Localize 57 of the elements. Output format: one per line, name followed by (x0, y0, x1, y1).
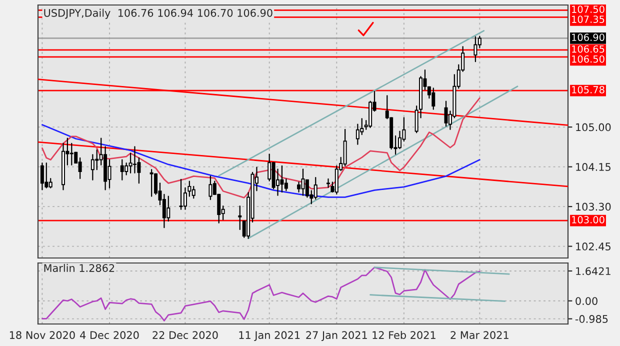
chart-title: Marlin 1.2862 (44, 264, 114, 272)
y-tick-label: 104.15 (576, 163, 610, 171)
candlestick (150, 169, 154, 197)
candlestick (356, 124, 360, 145)
line-series (42, 124, 480, 198)
y-tick-label: 105.00 (576, 123, 611, 132)
candlestick (360, 118, 364, 136)
candlestick (305, 179, 309, 198)
candlestick (297, 182, 301, 193)
candlestick (334, 165, 338, 194)
candlestick (368, 100, 372, 128)
candlestick (48, 178, 52, 188)
candlestick (40, 162, 44, 190)
x-tick-label: 22 Dec 2020 (152, 331, 218, 340)
ref-line-label: 106.50 (572, 55, 604, 63)
candlestick (166, 196, 170, 222)
ref-line-label: 106.65 (572, 45, 604, 53)
candlestick (343, 128, 347, 166)
candlestick (124, 162, 128, 176)
candlestick (208, 176, 212, 200)
y-tick-label: -0.985 (575, 315, 608, 323)
x-tick-label: 4 Dec 2020 (80, 331, 139, 340)
y-tick-label: 0.00 (576, 297, 598, 305)
line-series (42, 97, 480, 198)
candlestick (192, 186, 196, 199)
ref-line-label: 103.00 (572, 216, 604, 224)
candlestick (301, 168, 305, 196)
ref-line-label: 107.50 (572, 6, 604, 13)
candlestick (398, 130, 402, 150)
candlestick (280, 165, 284, 193)
ref-line-label: 105.78 (572, 86, 604, 94)
y-tick-label: 1.6421 (576, 267, 610, 276)
y-tick-label: 103.30 (576, 202, 611, 211)
candlestick (284, 178, 288, 192)
candlestick (95, 149, 99, 170)
chart-title: USDJPY,Daily 106.76 106.94 106.70 106.90 (44, 8, 272, 19)
candlestick (238, 206, 242, 230)
ref-line-label: 107.35 (572, 16, 604, 23)
candlestick (179, 178, 183, 210)
candlestick (326, 178, 330, 188)
x-tick-label: 2 Mar 2021 (450, 331, 508, 340)
candlestick (120, 159, 124, 180)
x-tick-label: 27 Jan 2021 (306, 331, 367, 341)
candlestick (133, 146, 136, 174)
candlestick (444, 100, 448, 127)
candlestick (162, 194, 166, 228)
candlestick (90, 154, 94, 180)
y-tick-label: 102.45 (576, 242, 610, 250)
candlestick (183, 187, 187, 210)
ref-line-label: 106.90 (572, 34, 604, 42)
candlestick (314, 177, 318, 200)
candlestick (432, 88, 436, 110)
candlestick (44, 162, 48, 188)
x-tick-label: 18 Nov 2020 (10, 331, 75, 340)
x-tick-label: 11 Jan 2021 (239, 331, 300, 341)
candlestick (474, 36, 478, 62)
x-tick-label: 12 Feb 2021 (372, 330, 436, 340)
